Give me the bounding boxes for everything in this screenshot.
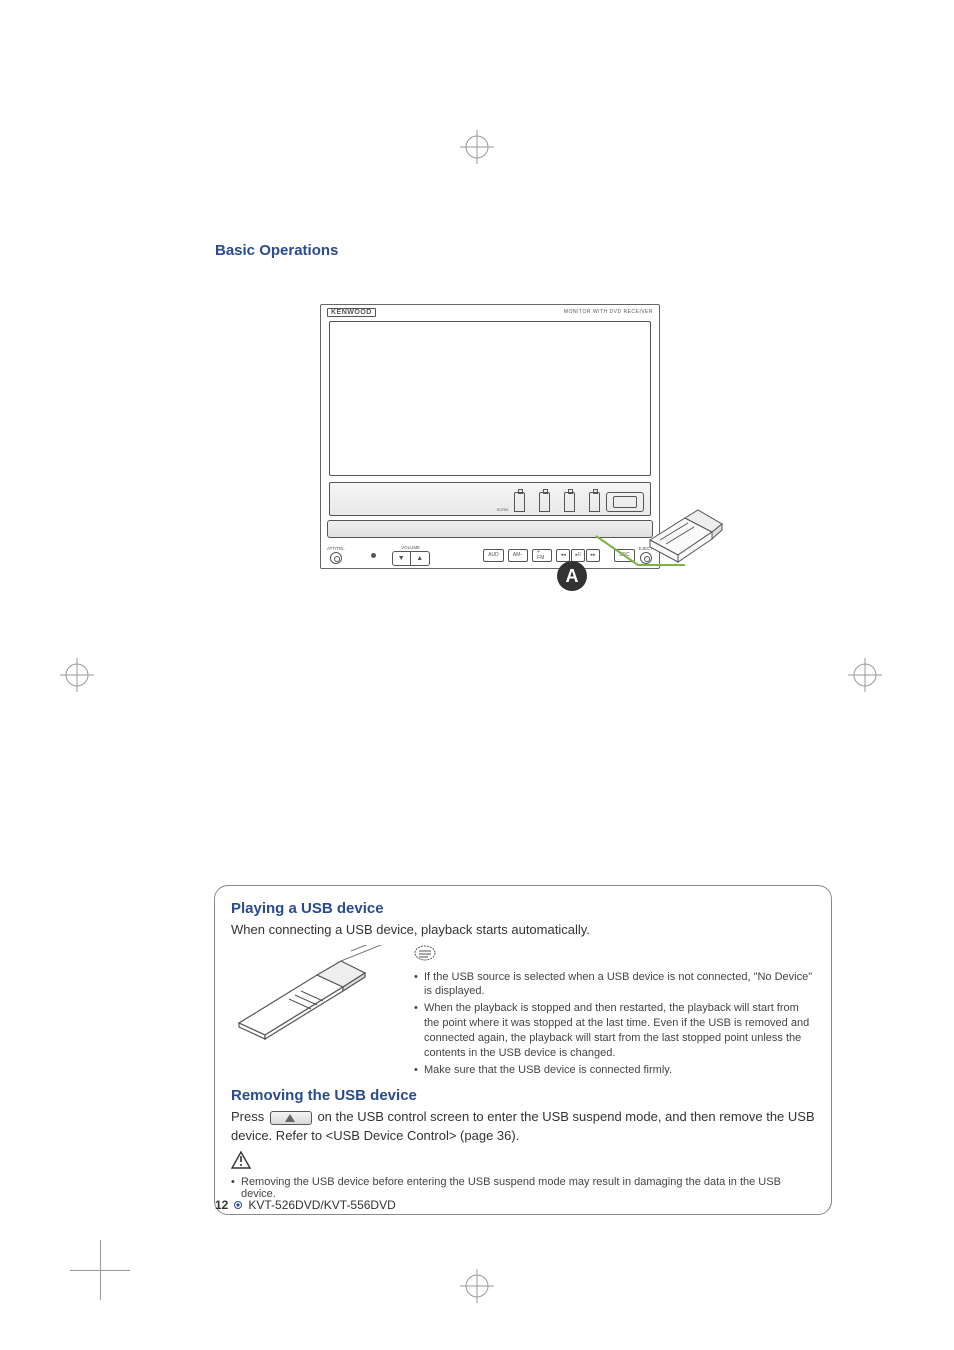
footer-bullet-icon xyxy=(234,1201,242,1209)
page-number: 12 xyxy=(215,1198,228,1212)
am-button: AM− xyxy=(508,549,528,562)
device-screen xyxy=(329,321,651,476)
note-item: Make sure that the USB device is connect… xyxy=(414,1063,815,1078)
aud-button: AUD xyxy=(483,549,504,562)
eject-button-icon xyxy=(270,1111,312,1125)
att-knob xyxy=(330,552,342,564)
content-box: Playing a USB device When connecting a U… xyxy=(214,885,832,1215)
seek-prev-icon: ◂◂ xyxy=(556,549,570,562)
note-icon xyxy=(414,945,436,966)
device-midbar: SCRN xyxy=(329,482,651,516)
mid-button xyxy=(564,492,575,512)
volume-down-icon: ▼ xyxy=(393,552,411,565)
mid-label: SCRN xyxy=(497,508,508,512)
playing-heading: Playing a USB device xyxy=(231,900,815,917)
mid-button xyxy=(539,492,550,512)
playing-intro: When connecting a USB device, playback s… xyxy=(231,921,815,939)
mid-button xyxy=(514,492,525,512)
note-item: If the USB source is selected when a USB… xyxy=(414,970,815,1000)
mid-button xyxy=(589,492,600,512)
registration-mark-top xyxy=(460,130,494,164)
section-title: Basic Operations xyxy=(215,242,338,259)
removing-heading: Removing the USB device xyxy=(231,1087,815,1104)
ir-dot xyxy=(371,553,376,558)
device-brand: KENWOOD xyxy=(327,308,376,317)
fm-button: + FM xyxy=(532,549,552,562)
usb-stick-illustration xyxy=(231,945,396,1080)
caution-text: Removing the USB device before entering … xyxy=(231,1176,815,1200)
usb-drive-illustration xyxy=(640,480,730,575)
seek-play-icon: ▸II xyxy=(571,549,585,562)
volume-rocker: ▼ ▲ xyxy=(392,551,430,566)
disc-slot xyxy=(606,492,644,512)
press-suffix: on the USB control screen to enter the U… xyxy=(231,1109,815,1142)
registration-mark-bottom xyxy=(460,1269,494,1303)
ctrl-label: VOLUME xyxy=(401,545,420,550)
callout-bullet: A xyxy=(557,561,587,591)
notes-list: If the USB source is selected when a USB… xyxy=(414,970,815,1078)
page-footer: 12 KVT-526DVD/KVT-556DVD xyxy=(215,1198,396,1212)
ctrl-label: ATT/TEL xyxy=(327,546,345,551)
removing-body: Press on the USB control screen to enter… xyxy=(231,1108,815,1144)
volume-up-icon: ▲ xyxy=(411,552,429,565)
device-model-label: MONITOR WITH DVD RECEIVER xyxy=(564,309,653,315)
press-prefix: Press xyxy=(231,1109,268,1124)
registration-mark-right xyxy=(848,658,882,692)
footer-model: KVT-526DVD/KVT-556DVD xyxy=(248,1198,395,1212)
caution-icon xyxy=(231,1151,251,1174)
note-item: When the playback is stopped and then re… xyxy=(414,1001,815,1060)
registration-mark-left xyxy=(60,658,94,692)
